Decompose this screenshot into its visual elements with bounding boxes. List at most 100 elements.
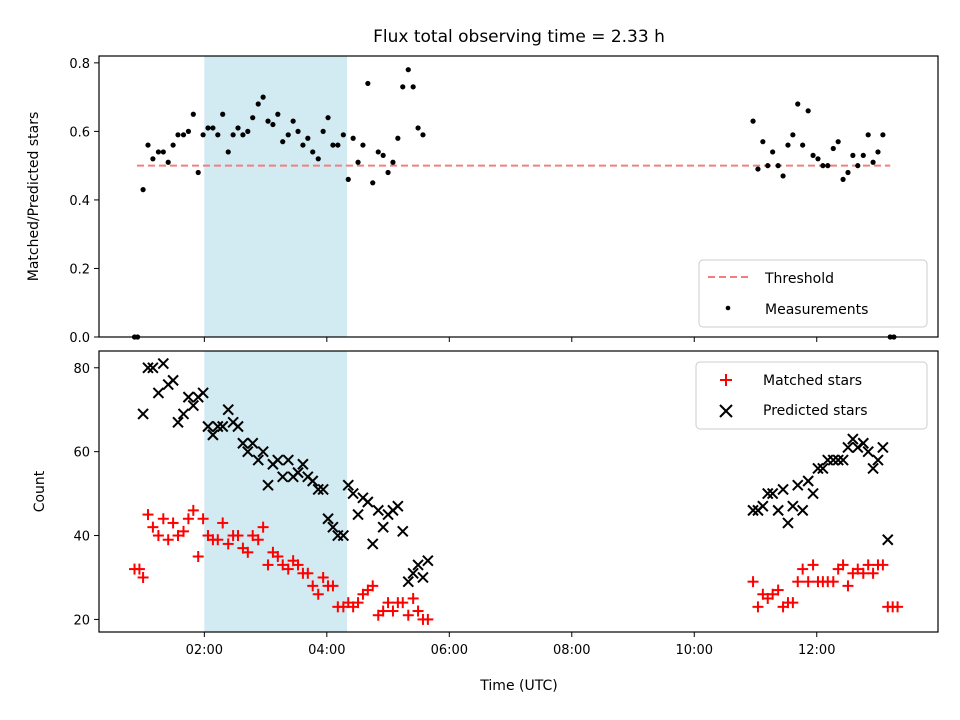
x-tick-label: 06:00 [431,643,468,658]
measurement-point [800,142,806,148]
x-tick-label: 02:00 [186,643,223,658]
measurement-point [860,152,866,158]
matched-star-point [257,521,269,533]
predicted-star-point [812,462,824,475]
bottom-ylabel: Count [32,470,48,512]
chart-title: Flux total observing time = 2.33 h [373,27,665,47]
matched-star-point [412,605,424,617]
predicted-star-point [216,420,229,433]
predicted-star-point [207,429,219,441]
measurement-point [175,132,181,138]
predicted-star-point [796,504,809,517]
matched-star-point [857,567,869,579]
predicted-star-point [362,496,374,508]
predicted-star-point [137,408,149,420]
measurement-point [770,149,776,155]
predicted-star-point [342,479,354,491]
measurement-point [325,115,331,121]
predicted-star-point [297,458,309,470]
predicted-star-point [407,567,419,579]
predicted-star-point [147,362,159,374]
predicted-star-point [237,437,249,449]
measurement-point [855,163,861,169]
measurement-point [330,142,336,148]
predicted-star-point [157,357,170,370]
predicted-star-point [847,433,859,445]
measurement-point [170,142,176,148]
predicted-star-point [252,454,264,466]
measurement-point [870,159,876,165]
matched-star-point [317,571,329,583]
predicted-star-point [412,559,424,571]
predicted-star-point [392,500,404,512]
measurement-point [765,163,771,169]
bottom-panel: 02:00 04:00 06:00 08:00 10:00 12:00 20406080 … [32,350,939,694]
matched-star-point [792,576,804,588]
measurement-point [370,180,376,186]
measurement-point [245,128,251,134]
predicted-star-point [167,374,179,387]
predicted-star-point [872,454,884,466]
top-panel: 0.00.20.40.60.8 Matched/Predicted stars … [26,55,939,346]
measurement-point [755,166,761,172]
measurement-point [160,149,166,155]
measurement-point [270,121,276,128]
matched-star-point [262,559,274,571]
top-y-tick-label: 0.8 [69,57,90,72]
predicted-star-point [802,475,814,487]
measurement-point [795,101,801,107]
measurement-point [195,169,201,176]
predicted-star-point [177,408,190,420]
measurement-point [185,128,192,134]
matched-star-point [367,580,379,592]
measurement-point [255,101,261,107]
predicted-star-point [827,454,839,466]
matched-star-point [407,592,419,604]
predicted-star-point [312,483,324,496]
measurement-point [350,135,356,141]
measurement-point [285,132,291,138]
matched-star-point [767,588,779,600]
matched-star-point [182,513,194,525]
x-tick-label: 04:00 [308,643,345,658]
predicted-star-point [212,420,224,433]
measurement-point [230,132,236,138]
matched-star-point [217,517,229,529]
measurement-point [375,149,381,155]
predicted-star-point [257,445,269,458]
legend-matched-swatch [720,374,732,386]
predicted-star-point [842,441,854,454]
matched-star-point [302,567,314,579]
predicted-star-point [747,504,759,517]
measurement-point [760,139,766,145]
measurement-point [820,163,826,169]
measurement-point [315,156,321,162]
matched-star-point [862,559,874,571]
matched-star-point [837,559,849,571]
measurement-point [320,128,326,134]
predicted-star-point [857,437,869,449]
top-legend: Threshold Measurements [698,259,928,328]
measurement-point [250,115,256,121]
measurement-point [335,142,341,148]
measurement-point [180,132,187,138]
measurement-point [785,142,791,148]
matched-star-point [282,563,294,575]
matched-star-point [187,504,199,516]
measurement-point [395,135,401,141]
measurement-point [300,142,306,148]
predicted-star-point [782,517,794,529]
measurement-point [400,84,406,90]
measurement-point [415,125,421,131]
matched-star-point [167,517,179,529]
matched-star-point [307,580,319,592]
predicted-star-point [337,529,350,542]
measurement-point [865,132,871,138]
matched-star-point [312,588,324,600]
top-y-tick-label: 0.6 [69,125,90,140]
measurement-point [385,169,391,176]
matched-star-point [877,559,889,571]
matched-star-point [222,538,234,550]
predicted-star-point [837,454,849,466]
legend-predicted-swatch [719,404,733,418]
